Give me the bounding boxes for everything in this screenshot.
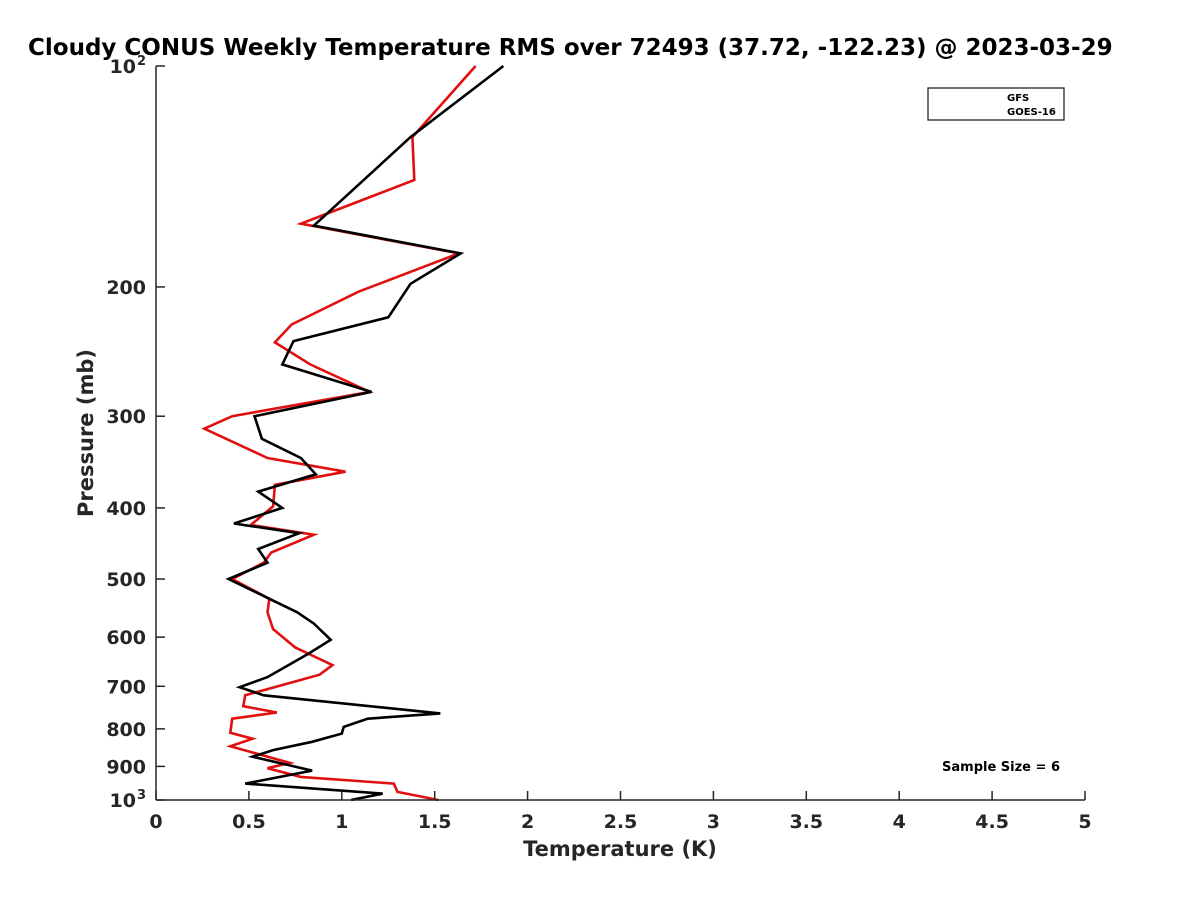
x-tick-label: 1 — [335, 811, 348, 833]
legend-label-goes-16: GOES-16 — [1007, 107, 1056, 118]
y-tick-label: 600 — [106, 627, 146, 649]
x-tick-label: 4 — [893, 811, 906, 833]
y-tick-exponent: 3 — [137, 788, 146, 803]
x-tick-label: 2.5 — [604, 811, 638, 833]
x-tick-label: 4.5 — [975, 811, 1009, 833]
y-tick-label: 700 — [106, 676, 146, 698]
y-tick-label: 500 — [106, 569, 146, 591]
sample-size-annotation: Sample Size = 6 — [942, 760, 1060, 775]
y-tick-label: 400 — [106, 498, 146, 520]
x-tick-label: 0 — [149, 811, 162, 833]
series-line-goes-16 — [225, 64, 505, 802]
chart-title: Cloudy CONUS Weekly Temperature RMS over… — [28, 35, 1113, 61]
y-tick-label: 900 — [106, 756, 146, 778]
x-tick-label: 3.5 — [789, 811, 823, 833]
x-tick-label: 5 — [1078, 811, 1091, 833]
y-tick-label: 800 — [106, 719, 146, 741]
y-tick-exponent: 2 — [137, 54, 146, 69]
plot-area: 0 0.5 1 1.5 2 2.5 3 3.5 4 4.5 5 10 2200300400500600… — [106, 54, 1091, 833]
x-tick-label: 3 — [707, 811, 720, 833]
legend: GFS GOES-16 — [927, 87, 1065, 121]
x-tick-label: 1.5 — [418, 811, 452, 833]
axes-layer — [155, 66, 1085, 801]
x-tick-label: 0.5 — [232, 811, 266, 833]
x-tick-label: 2 — [521, 811, 534, 833]
legend-box — [927, 87, 1065, 121]
y-tick-label: 300 — [106, 406, 146, 428]
legend-label-gfs: GFS — [1007, 93, 1029, 104]
x-axis-label: Temperature (K) — [523, 837, 717, 861]
y-axis-label: Pressure (mb) — [74, 349, 98, 517]
series-layer — [201, 64, 505, 802]
x-ticks: 0 0.5 1 1.5 2 2.5 3 3.5 4 4.5 5 — [149, 791, 1092, 833]
y-tick-label: 10 — [110, 56, 136, 78]
y-tick-label: 10 — [110, 790, 136, 812]
y-tick-label: 200 — [106, 277, 146, 299]
